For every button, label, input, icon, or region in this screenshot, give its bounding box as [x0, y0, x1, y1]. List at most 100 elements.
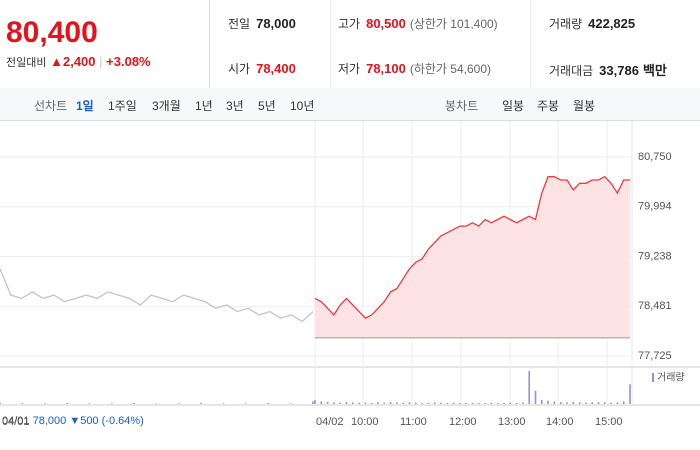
volume-bar: [616, 402, 619, 404]
tab-bar: [0, 88, 700, 121]
volume-bar: [133, 403, 135, 404]
candle-tab[interactable]: 일봉: [502, 99, 525, 113]
volume-bar: [433, 402, 436, 404]
period-tab[interactable]: 3개월: [152, 99, 181, 113]
prev-date: 04/01: [2, 415, 30, 427]
volume-bar: [314, 400, 316, 404]
volume-bar: [267, 403, 270, 404]
volume-bar: [578, 402, 581, 404]
prev-close: 78,000: [32, 415, 67, 427]
volume-bar: [415, 402, 417, 404]
volume-bar: [547, 400, 549, 404]
volume-bar: [585, 402, 587, 404]
volume-bar: [245, 403, 247, 404]
y-tick-label: 77,725: [638, 350, 672, 362]
volume-bar: [610, 402, 612, 404]
x-tick-label: 12:00: [449, 416, 477, 428]
volume-bar: [591, 402, 593, 404]
volume-bar: [312, 401, 314, 404]
stat-label: 시가: [228, 62, 251, 76]
volume-bar: [541, 400, 543, 404]
x-tick-label: 14:00: [546, 416, 574, 428]
change-pct: +3.08%: [106, 54, 151, 69]
y-tick-label: 78,481: [638, 300, 672, 312]
period-tab[interactable]: 3년: [226, 99, 244, 113]
volume-bar: [364, 402, 367, 404]
volume-bar: [21, 403, 24, 404]
price-line: [314, 175, 630, 320]
period-tab[interactable]: 1주일: [108, 99, 137, 113]
prev-change-pct: (-0.64%): [101, 415, 144, 427]
stat-value: 422,825: [588, 16, 636, 31]
stat-label: 거래대금: [549, 64, 594, 78]
volume-bar: [604, 402, 606, 404]
x-tick-label: 04/01: [2, 416, 30, 428]
stat-unit: 백만: [642, 63, 667, 78]
volume-bar: [66, 403, 68, 404]
stat: 저가 78,100 (하한가 54,600): [338, 60, 491, 78]
volume-bar: [484, 403, 486, 404]
x-tick-label: 10:00: [351, 416, 379, 428]
volume-bar: [377, 402, 379, 404]
volume-bar: [421, 403, 423, 404]
y-tick-label: 79,994: [638, 201, 672, 213]
volume-bar: [528, 371, 530, 404]
candle-tab[interactable]: 주봉: [537, 99, 560, 113]
volume-bar: [559, 402, 562, 404]
volume-bar: [370, 403, 373, 404]
volume-bar: [88, 403, 91, 404]
x-tick-label: 15:00: [595, 416, 623, 428]
volume-bar: [490, 402, 493, 404]
stat: 거래대금 33,786 백만: [549, 60, 667, 80]
volume-bar: [566, 402, 568, 404]
volume-bar: [402, 402, 404, 404]
volume-bar: [553, 401, 556, 404]
stat-note: (하한가 54,600): [409, 62, 492, 76]
volume-bar: [383, 402, 386, 404]
x-tick-label: 04/02: [316, 416, 344, 428]
volume-bar: [339, 402, 341, 404]
prev-day: 04/01 78,000 ▼500 (-0.64%): [2, 415, 144, 427]
candle-tab[interactable]: 월봉: [573, 99, 596, 113]
stat: 전일 78,000: [228, 15, 296, 33]
volume-bar: [459, 403, 461, 404]
volume-bar: [333, 402, 335, 404]
volume-bar: [345, 402, 348, 404]
tab-label: 봉차트: [445, 99, 479, 113]
volume-bar: [408, 402, 411, 404]
change-label: 전일대비: [6, 57, 47, 69]
volume-bar: [0, 402, 1, 404]
volume-bar: [465, 403, 467, 404]
period-tab[interactable]: 5년: [258, 99, 276, 113]
divider: [330, 0, 331, 88]
volume-bar: [110, 403, 113, 404]
volume-bar: [427, 402, 430, 404]
volume-bar: [572, 402, 575, 404]
volume-bar: [222, 403, 225, 404]
stat-label: 저가: [338, 62, 361, 76]
volume-bar: [452, 402, 455, 404]
volume-bar: [200, 403, 203, 404]
period-tab[interactable]: 1일: [76, 99, 94, 113]
volume-bar: [352, 402, 354, 404]
volume-bar: [629, 384, 631, 404]
volume-bar: [440, 402, 442, 404]
volume-bar: [515, 403, 518, 404]
period-tab[interactable]: 10년: [290, 99, 315, 113]
volume-bar: [289, 403, 292, 404]
period-tab[interactable]: 1년: [195, 99, 213, 113]
y-tick-label: 79,238: [638, 250, 672, 262]
divider: [530, 0, 531, 88]
volume-bar: [178, 403, 180, 404]
volume-bar: [471, 402, 474, 404]
volume-bar: [396, 402, 398, 404]
stat-value: 33,786: [599, 63, 639, 78]
price-line: [0, 268, 314, 323]
volume-bar: [389, 402, 392, 404]
volume-bar: [496, 403, 499, 404]
legend-label: 거래량: [657, 372, 685, 384]
volume-bar: [155, 403, 158, 404]
legend-swatch: [652, 373, 654, 382]
stat-value: 78,000: [256, 16, 296, 31]
